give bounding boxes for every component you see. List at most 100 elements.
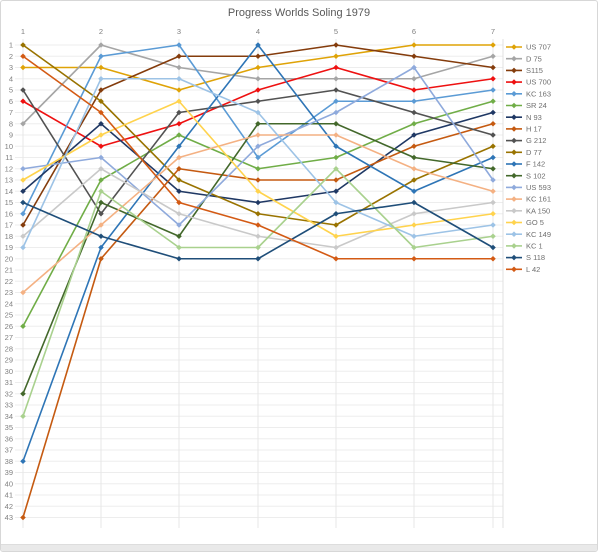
legend-label: GO 5 <box>526 218 544 227</box>
svg-text:26: 26 <box>5 322 13 331</box>
series-us-700 <box>20 64 496 150</box>
svg-text:3: 3 <box>9 63 13 72</box>
svg-text:32: 32 <box>5 389 13 398</box>
legend-label: KC 1 <box>526 242 543 251</box>
legend-item-l-42: L 42 <box>506 265 540 274</box>
legend-item-kc-161: KC 161 <box>506 195 551 204</box>
legend-label: KA 150 <box>526 206 550 215</box>
legend-label: D 75 <box>526 54 542 63</box>
svg-text:7: 7 <box>9 108 13 117</box>
svg-text:41: 41 <box>5 491 13 500</box>
legend-item-s-102: S 102 <box>506 171 546 180</box>
svg-text:9: 9 <box>9 131 13 140</box>
legend-label: N 93 <box>526 113 542 122</box>
series-kc-1 <box>20 165 496 420</box>
svg-text:42: 42 <box>5 502 13 511</box>
series-us-707 <box>20 42 496 93</box>
svg-text:28: 28 <box>5 344 13 353</box>
svg-text:12: 12 <box>5 164 13 173</box>
svg-text:2: 2 <box>9 52 13 61</box>
svg-text:17: 17 <box>5 221 13 230</box>
svg-text:14: 14 <box>5 187 13 196</box>
series-d-75 <box>20 42 496 127</box>
svg-text:18: 18 <box>5 232 13 241</box>
series-s115 <box>20 42 496 228</box>
svg-text:39: 39 <box>5 468 13 477</box>
legend-item-us-593: US 593 <box>506 183 551 192</box>
legend-item-f-142: F 142 <box>506 160 545 169</box>
svg-text:36: 36 <box>5 434 13 443</box>
legend-label: F 142 <box>526 160 545 169</box>
legend-item-sr-24: SR 24 <box>506 101 547 110</box>
svg-text:10: 10 <box>5 142 13 151</box>
series-us-593 <box>20 64 496 228</box>
svg-text:19: 19 <box>5 243 13 252</box>
chart-title: Progress Worlds Soling 1979 <box>227 7 371 19</box>
svg-text:7: 7 <box>491 27 495 36</box>
x-axis-tick-labels: 1 2 3 4 5 6 7 <box>21 27 495 36</box>
svg-text:33: 33 <box>5 401 13 410</box>
svg-text:6: 6 <box>412 27 416 36</box>
legend-label: G 212 <box>526 136 546 145</box>
series-n-93 <box>20 109 496 206</box>
legend-item-s115: S115 <box>506 66 543 75</box>
svg-text:11: 11 <box>5 153 13 162</box>
legend-label: US 707 <box>526 43 551 52</box>
legend-label: D 77 <box>526 148 542 157</box>
series-go-5 <box>20 98 496 240</box>
svg-text:37: 37 <box>5 446 13 455</box>
legend-item-us-707: US 707 <box>506 43 551 52</box>
legend-item-h-17: H 17 <box>506 125 542 134</box>
window-bottom-edge <box>1 544 597 551</box>
svg-text:40: 40 <box>5 479 13 488</box>
svg-text:2: 2 <box>99 27 103 36</box>
legend-item-g-212: G 212 <box>506 136 546 145</box>
series-f-142 <box>20 42 496 465</box>
series-s-102 <box>20 120 496 397</box>
svg-text:27: 27 <box>5 333 13 342</box>
series-kc-149 <box>20 75 496 251</box>
legend-item-us-700: US 700 <box>506 78 551 87</box>
legend-label: KC 161 <box>526 195 551 204</box>
legend-label: H 17 <box>526 125 542 134</box>
svg-text:34: 34 <box>5 412 13 421</box>
legend-label: L 42 <box>526 265 540 274</box>
legend-label: S 118 <box>526 253 545 262</box>
svg-text:43: 43 <box>5 513 13 522</box>
legend-item-n-93: N 93 <box>506 113 542 122</box>
series-d-77 <box>20 42 496 228</box>
legend-label: S 102 <box>526 171 546 180</box>
legend-label: SR 24 <box>526 101 547 110</box>
svg-text:22: 22 <box>5 277 13 286</box>
svg-text:20: 20 <box>5 254 13 263</box>
svg-text:31: 31 <box>5 378 13 387</box>
series-sr-24 <box>20 98 496 330</box>
chart-canvas: 1234567891011121314151617181920212223242… <box>5 27 551 528</box>
legend-item-ka-150: KA 150 <box>506 206 550 215</box>
series-l-42 <box>20 53 496 262</box>
svg-text:13: 13 <box>5 176 13 185</box>
series-h-17 <box>20 120 496 521</box>
legend-label: US 700 <box>526 78 551 87</box>
svg-text:38: 38 <box>5 457 13 466</box>
svg-text:25: 25 <box>5 311 13 320</box>
svg-text:21: 21 <box>5 266 13 275</box>
svg-text:3: 3 <box>177 27 181 36</box>
legend-item-s-118: S 118 <box>506 253 545 262</box>
svg-text:1: 1 <box>9 41 13 50</box>
svg-text:5: 5 <box>9 86 13 95</box>
svg-text:24: 24 <box>5 299 13 308</box>
svg-text:16: 16 <box>5 209 13 218</box>
svg-text:30: 30 <box>5 367 13 376</box>
legend: US 707 D 75 S115 US 700 KC 163 SR 24 N 93 H 17 G… <box>506 43 551 274</box>
legend-label: KC 163 <box>526 89 551 98</box>
svg-text:15: 15 <box>5 198 13 207</box>
legend-item-d-75: D 75 <box>506 54 542 63</box>
svg-text:4: 4 <box>9 74 13 83</box>
series-kc-163 <box>20 42 496 217</box>
svg-text:1: 1 <box>21 27 25 36</box>
svg-text:35: 35 <box>5 423 13 432</box>
series-kc-161 <box>20 132 496 296</box>
svg-text:23: 23 <box>5 288 13 297</box>
svg-text:4: 4 <box>256 27 260 36</box>
